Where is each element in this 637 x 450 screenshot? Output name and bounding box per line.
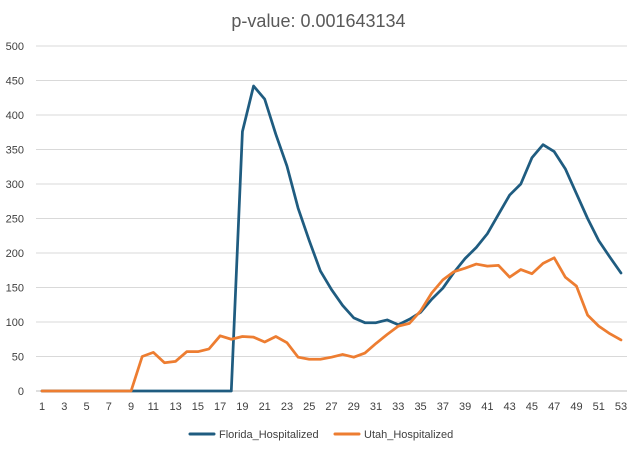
x-axis-ticks: 1 3 5 7 9 11 13 15 17 19 21 23 25 27 29 31 33 35 37 39 41 43 4…	[39, 401, 627, 413]
gridlines	[36, 45, 627, 392]
x-tick-label: 27	[325, 401, 337, 413]
x-tick-label: 15	[192, 401, 204, 413]
legend-label-utah-hospitalized: Utah_Hospitalized	[364, 429, 453, 441]
x-tick-label: 1	[39, 401, 45, 413]
x-tick-label: 43	[504, 401, 516, 413]
chart-title: p-value: 0.001643134	[231, 11, 405, 31]
x-tick-label: 25	[303, 401, 315, 413]
x-tick-label: 11	[148, 401, 159, 413]
x-tick-label: 41	[481, 401, 493, 413]
x-tick-label: 23	[281, 401, 293, 413]
x-tick-label: 33	[392, 401, 404, 413]
x-tick-label: 21	[259, 401, 271, 413]
y-tick-label: 100	[6, 317, 24, 329]
legend-label-florida-hospitalized: Florida_Hospitalized	[219, 429, 319, 441]
y-tick-label: 400	[6, 110, 24, 122]
x-tick-label: 31	[370, 401, 382, 413]
y-tick-label: 150	[6, 283, 24, 295]
x-tick-label: 19	[236, 401, 248, 413]
series-line-florida-hospitalized	[40, 84, 623, 393]
y-axis-ticks: 0 50 100 150 200 250 300 350 400 450 500	[6, 41, 24, 398]
series-line-utah-hospitalized	[40, 256, 623, 393]
x-tick-label: 35	[414, 401, 426, 413]
y-tick-label: 50	[12, 352, 24, 364]
series-lines	[40, 84, 623, 393]
x-tick-label: 37	[437, 401, 449, 413]
x-tick-label: 3	[61, 401, 67, 413]
y-tick-label: 300	[6, 179, 24, 191]
x-tick-label: 29	[348, 401, 360, 413]
x-tick-label: 47	[548, 401, 560, 413]
x-tick-label: 13	[169, 401, 181, 413]
x-tick-label: 39	[459, 401, 471, 413]
x-tick-label: 45	[526, 401, 538, 413]
x-tick-label: 53	[615, 401, 627, 413]
legend: Florida_Hospitalized Utah_Hospitalized	[188, 429, 453, 441]
y-tick-label: 500	[6, 41, 24, 53]
x-tick-label: 5	[83, 401, 89, 413]
y-tick-label: 200	[6, 248, 24, 260]
x-tick-label: 9	[128, 401, 134, 413]
y-tick-label: 250	[6, 214, 24, 226]
x-tick-label: 7	[106, 401, 112, 413]
y-tick-label: 0	[18, 386, 24, 398]
y-tick-label: 350	[6, 145, 24, 157]
x-tick-label: 17	[214, 401, 226, 413]
x-tick-label: 51	[593, 401, 605, 413]
x-tick-label: 49	[570, 401, 582, 413]
y-tick-label: 450	[6, 76, 24, 88]
